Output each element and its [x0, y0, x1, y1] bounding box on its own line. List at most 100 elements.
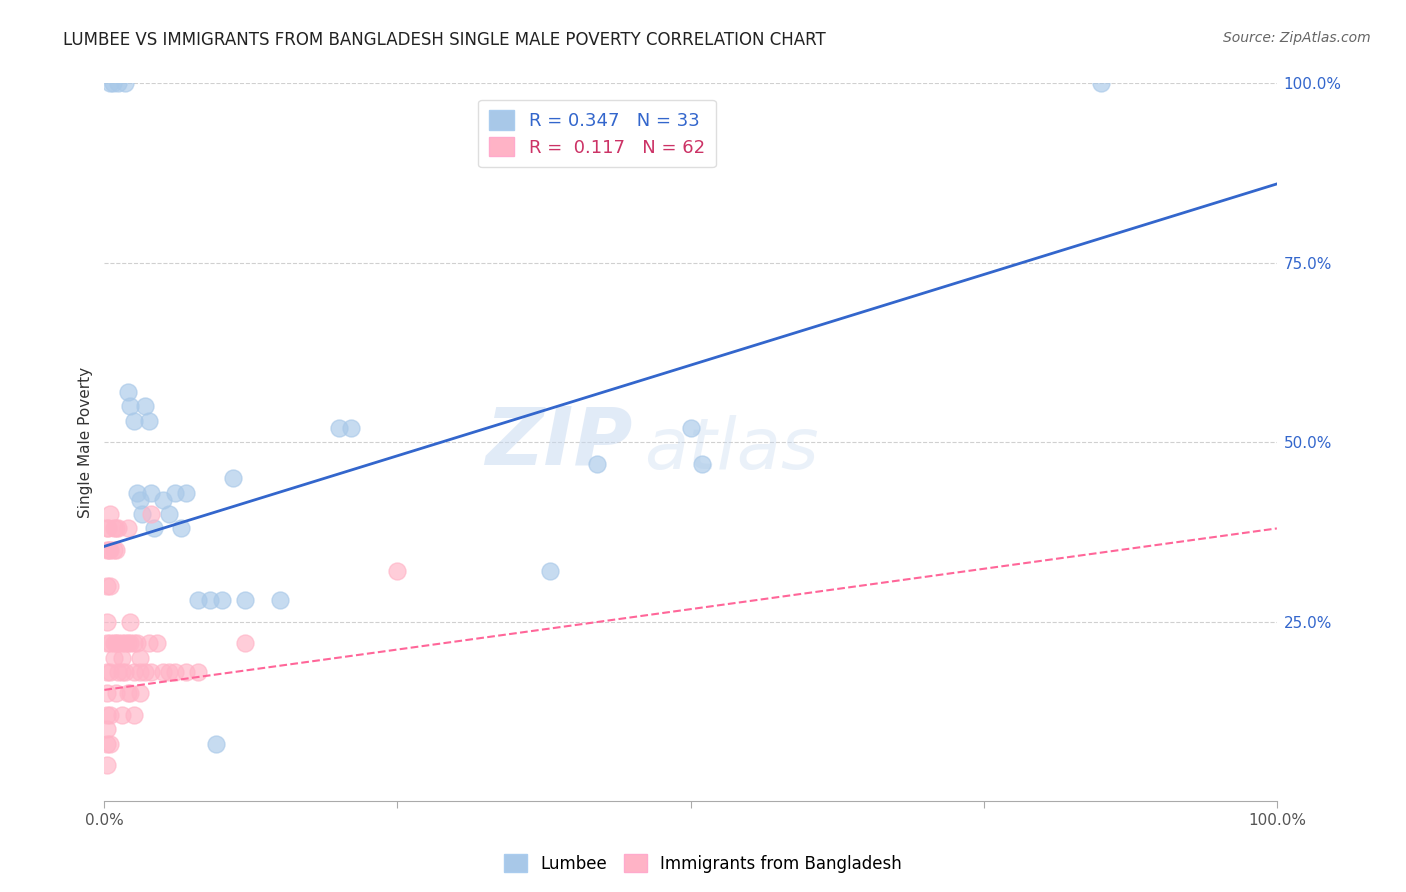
Point [103, 521, 125, 535]
Point [176, 665, 198, 679]
Point [204, 737, 226, 751]
Point [141, 665, 163, 679]
Point [141, 485, 163, 500]
Point [387, 565, 409, 579]
Point [328, 421, 350, 435]
Point [105, 686, 128, 700]
Point [111, 650, 134, 665]
Point [128, 665, 150, 679]
Point [339, 421, 361, 435]
Point [96, 737, 118, 751]
Point [187, 593, 209, 607]
Point [117, 686, 139, 700]
Point [122, 665, 145, 679]
Point [114, 636, 136, 650]
Point [107, 636, 129, 650]
Point [98, 665, 121, 679]
Point [107, 521, 129, 535]
Point [146, 636, 169, 650]
Point [98, 543, 121, 558]
Point [134, 665, 156, 679]
Point [128, 492, 150, 507]
Point [222, 471, 245, 485]
Point [141, 507, 163, 521]
Point [128, 686, 150, 700]
Point [127, 636, 149, 650]
Point [138, 636, 160, 650]
Point [198, 593, 221, 607]
Point [111, 636, 134, 650]
Point [152, 492, 174, 507]
Point [163, 485, 186, 500]
Point [157, 665, 180, 679]
Point [176, 485, 198, 500]
Point [96, 665, 118, 679]
Point [142, 521, 165, 535]
Point [107, 665, 129, 679]
Point [122, 414, 145, 428]
Point [117, 636, 139, 650]
Text: LUMBEE VS IMMIGRANTS FROM BANGLADESH SINGLE MALE POVERTY CORRELATION CHART: LUMBEE VS IMMIGRANTS FROM BANGLADESH SIN… [63, 31, 825, 49]
Point [105, 636, 128, 650]
Point [105, 543, 128, 558]
Point [538, 565, 561, 579]
Point [96, 636, 118, 650]
Point [233, 593, 256, 607]
Point [98, 708, 121, 723]
Point [157, 507, 180, 521]
Point [98, 636, 121, 650]
Text: Source: ZipAtlas.com: Source: ZipAtlas.com [1223, 31, 1371, 45]
Point [122, 708, 145, 723]
Point [111, 665, 134, 679]
Point [114, 665, 136, 679]
Point [96, 708, 118, 723]
Point [138, 414, 160, 428]
Point [97, 521, 120, 535]
Point [211, 593, 233, 607]
Point [120, 686, 142, 700]
Point [96, 615, 118, 629]
Point [131, 507, 153, 521]
Point [585, 457, 607, 471]
Point [96, 686, 118, 700]
Point [114, 77, 136, 91]
Point [120, 400, 142, 414]
Point [96, 521, 118, 535]
Legend: R = 0.347   N = 33, R =  0.117   N = 62: R = 0.347 N = 33, R = 0.117 N = 62 [478, 100, 716, 168]
Point [98, 77, 121, 91]
Text: atlas: atlas [644, 415, 818, 484]
Point [163, 665, 186, 679]
Point [96, 579, 118, 593]
Point [169, 521, 191, 535]
Point [127, 485, 149, 500]
Point [103, 650, 125, 665]
Point [233, 636, 256, 650]
Point [103, 636, 125, 650]
Point [120, 615, 142, 629]
Point [1090, 77, 1112, 91]
Point [187, 665, 209, 679]
Point [134, 400, 156, 414]
Point [128, 650, 150, 665]
Point [117, 521, 139, 535]
Text: ZIP: ZIP [485, 403, 631, 482]
Point [98, 579, 121, 593]
Point [120, 636, 142, 650]
Point [111, 708, 134, 723]
Point [679, 421, 702, 435]
Point [107, 77, 129, 91]
Point [101, 77, 124, 91]
Point [98, 507, 121, 521]
Point [692, 457, 714, 471]
Point [117, 385, 139, 400]
Point [103, 543, 125, 558]
Legend: Lumbee, Immigrants from Bangladesh: Lumbee, Immigrants from Bangladesh [498, 847, 908, 880]
Point [96, 723, 118, 737]
Point [96, 758, 118, 772]
Point [122, 636, 145, 650]
Point [98, 737, 121, 751]
Point [96, 543, 118, 558]
Point [152, 665, 174, 679]
Point [98, 543, 121, 558]
Point [269, 593, 291, 607]
